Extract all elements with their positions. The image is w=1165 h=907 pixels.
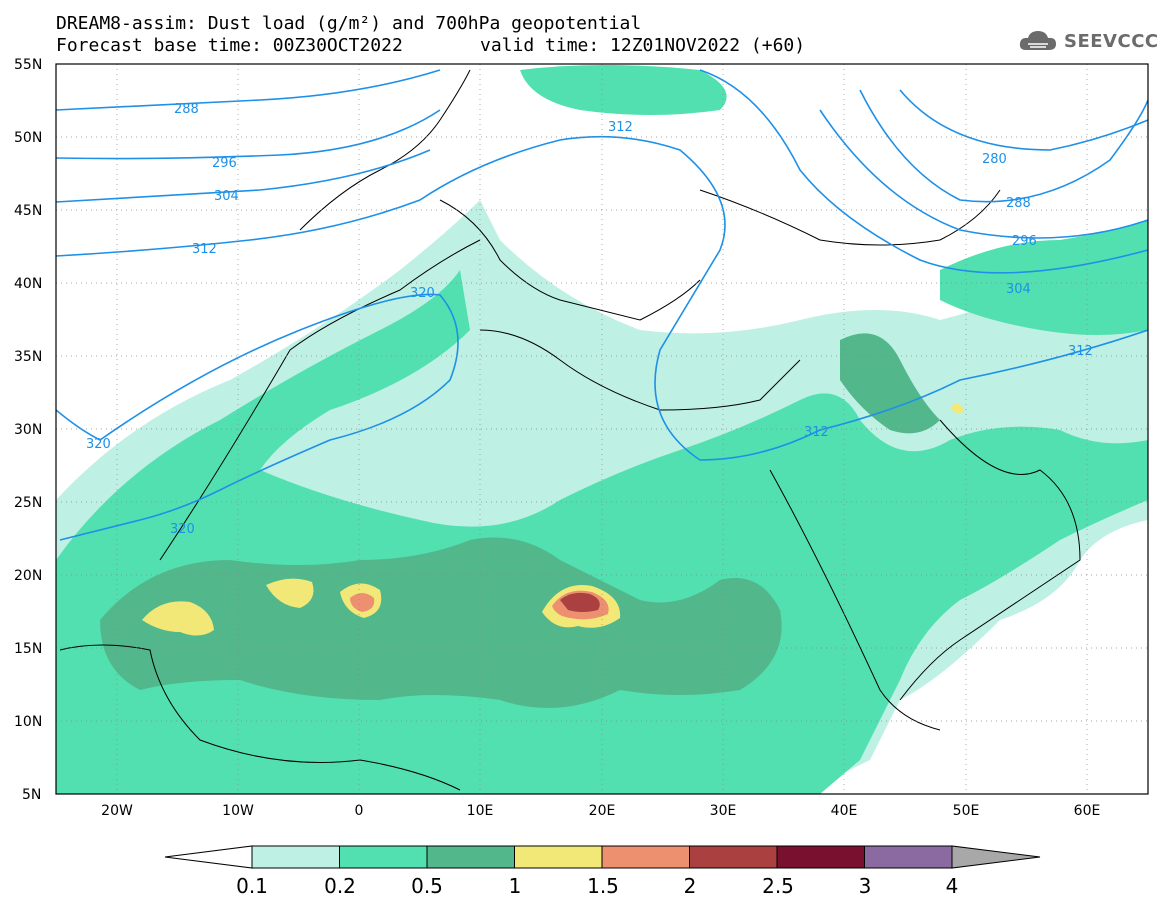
lon-tick: 10E <box>467 803 494 819</box>
colorbar-label: 1 <box>508 874 522 898</box>
dust-0.2-caspian <box>940 220 1148 335</box>
dust-1.5-niger <box>350 593 375 612</box>
contour-label: 304 <box>1006 282 1031 297</box>
contour-label: 288 <box>1006 196 1031 211</box>
contour-label: 320 <box>86 437 111 452</box>
map-area: 288 296 304 312 320 320 320 312 280 288 … <box>56 64 1148 794</box>
colorbar-arrow-high <box>951 845 1041 869</box>
contour-labels: 288 296 304 312 320 320 320 312 280 288 … <box>86 102 1093 537</box>
colorbar-box <box>776 845 865 869</box>
map-frame <box>55 63 1149 795</box>
lat-tick: 35N <box>14 349 42 365</box>
valid-time: valid time: 12Z01NOV2022 (+60) <box>480 35 806 56</box>
colorbar-label: 3 <box>858 874 872 898</box>
colorbar-box <box>339 845 428 869</box>
contour-label: 288 <box>174 102 199 117</box>
lat-tick: 25N <box>14 495 42 511</box>
contour-312 <box>56 135 1148 461</box>
contour-288-east <box>859 89 1148 203</box>
lon-tick: 50E <box>953 803 980 819</box>
contour-296-east <box>819 109 1148 239</box>
lon-tick: 60E <box>1074 803 1101 819</box>
lon-tick: 30E <box>710 803 737 819</box>
logo-text: SEEVCCC <box>1064 30 1159 52</box>
contour-288 <box>56 69 441 111</box>
contour-label: 320 <box>410 286 435 301</box>
colorbar-label: 0.1 <box>236 874 268 898</box>
colorbar-box <box>251 845 340 869</box>
map-title: DREAM8-assim: Dust load (g/m²) and 700hP… <box>56 13 642 34</box>
colorbar-label: 1.5 <box>587 874 619 898</box>
contour-label: 320 <box>170 522 195 537</box>
coastlines <box>59 69 1081 791</box>
gridlines <box>56 64 1148 794</box>
lat-axis: 55N 50N 45N 40N 35N 30N 25N 20N 15N 10N … <box>14 57 42 803</box>
lat-tick: 50N <box>14 130 42 146</box>
lat-tick: 20N <box>14 568 42 584</box>
lon-tick: 0 <box>355 803 364 819</box>
colorbar-label: 0.2 <box>324 874 356 898</box>
colorbar-label: 4 <box>945 874 959 898</box>
dust-1-west <box>142 601 214 636</box>
contour-label: 312 <box>608 120 633 135</box>
contour-label: 280 <box>982 152 1007 167</box>
lat-tick: 30N <box>14 422 42 438</box>
colorbar-box <box>864 845 953 869</box>
lon-tick: 20E <box>589 803 616 819</box>
lon-tick: 20W <box>101 803 133 819</box>
contour-label: 312 <box>804 425 829 440</box>
colorbar-box <box>601 845 690 869</box>
colorbar-label: 2.5 <box>762 874 794 898</box>
lat-tick: 40N <box>14 276 42 292</box>
dust-0.2-north <box>520 65 727 115</box>
colorbar-box <box>514 845 603 869</box>
contour-280 <box>899 89 1148 151</box>
lat-tick: 55N <box>14 57 42 73</box>
dust-1-kuwait <box>950 403 964 414</box>
colorbar-box <box>426 845 515 869</box>
contour-312-east <box>699 69 1148 274</box>
lat-tick: 15N <box>14 641 42 657</box>
dust-0.5-iraq <box>840 333 940 434</box>
lat-tick: 10N <box>14 714 42 730</box>
contour-304 <box>56 149 431 203</box>
dust-2-chad <box>560 592 600 612</box>
seevccc-logo: SEEVCCC <box>1018 28 1159 54</box>
contour-label: 312 <box>192 242 217 257</box>
colorbar-label: 2 <box>683 874 697 898</box>
contour-296 <box>56 109 441 160</box>
lat-tick: 45N <box>14 203 42 219</box>
forecast-base-time: Forecast base time: 00Z30OCT2022 <box>56 35 403 56</box>
lon-tick: 40E <box>831 803 858 819</box>
contour-label: 296 <box>212 156 237 171</box>
contour-label: 312 <box>1068 344 1093 359</box>
lon-tick: 10W <box>222 803 254 819</box>
contour-320-upper <box>56 293 459 541</box>
lat-tick: 5N <box>22 787 41 803</box>
contour-label: 296 <box>1012 234 1037 249</box>
dust-1-mali <box>266 578 314 608</box>
lon-axis: 20W 10W 0 10E 20E 30E 40E 50E 60E <box>101 803 1100 819</box>
colorbar <box>164 845 1041 869</box>
contour-label: 304 <box>214 189 239 204</box>
colorbar-box <box>689 845 778 869</box>
cloud-icon <box>1019 31 1056 50</box>
dust-0.5-region <box>100 537 782 708</box>
geopotential-contours <box>56 69 1148 541</box>
colorbar-label: 0.5 <box>411 874 443 898</box>
colorbar-arrow-low <box>164 845 253 869</box>
dust-field <box>56 65 1148 794</box>
